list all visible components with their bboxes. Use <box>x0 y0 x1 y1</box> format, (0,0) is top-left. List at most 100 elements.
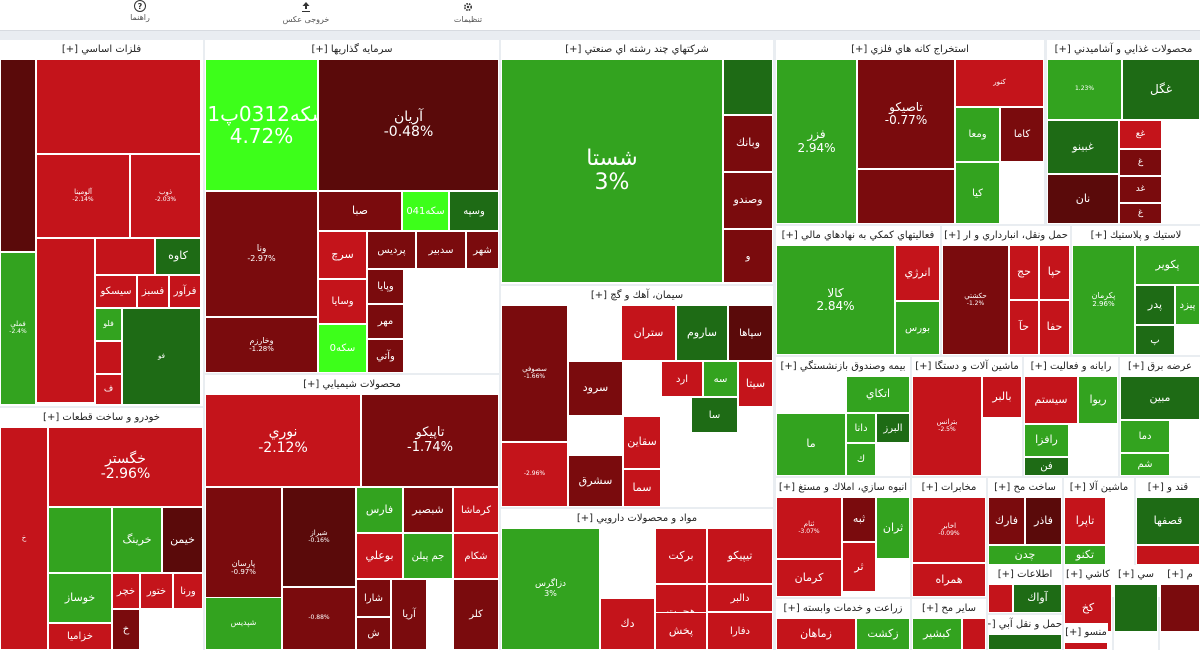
stock-tile[interactable]: خرينگ <box>112 507 162 573</box>
stock-tile[interactable]: غبينو <box>1047 120 1119 174</box>
stock-tile[interactable]: ثران <box>876 497 910 559</box>
stock-tile[interactable]: ف <box>95 374 122 405</box>
stock-tile[interactable]: سرود <box>568 361 623 416</box>
stock-tile[interactable]: دانا <box>846 413 876 443</box>
stock-tile[interactable]: فارك <box>988 497 1025 545</box>
stock-tile[interactable]: پدر <box>1135 285 1175 325</box>
stock-tile[interactable]: حكشتي -1.2% <box>942 245 1009 355</box>
stock-tile[interactable]: بالبر <box>982 376 1022 418</box>
stock-tile[interactable]: خيمن <box>162 507 203 573</box>
sector-title[interactable]: كاشي [+] <box>1064 565 1112 584</box>
stock-tile[interactable] <box>36 238 95 403</box>
stock-tile[interactable]: آواك <box>1013 584 1062 613</box>
sector-title[interactable]: ساخت مح [+] <box>988 478 1062 497</box>
stock-tile[interactable]: بترانس -2.5% <box>912 376 982 476</box>
stock-tile[interactable]: شهر <box>466 231 499 269</box>
sector-title[interactable]: محصولات شيميايي [+] <box>205 375 499 394</box>
stock-tile[interactable]: تكنو <box>1064 545 1106 565</box>
sector-title[interactable]: بيمه وصندوق بازنشستگي [+] <box>776 357 910 376</box>
stock-tile[interactable]: اخابر -0.09% <box>912 497 986 563</box>
stock-tile[interactable]: سرچ <box>318 231 367 279</box>
stock-tile[interactable]: حپا <box>1039 245 1070 300</box>
sector-title[interactable]: لاستيك و پلاستيك [+] <box>1072 226 1200 245</box>
sector-title[interactable]: ماشين آلات و دستگا [+] <box>912 357 1022 376</box>
stock-tile[interactable]: سدبير <box>416 231 466 269</box>
stock-tile[interactable]: فاذر <box>1025 497 1062 545</box>
stock-tile[interactable]: مبين <box>1120 376 1200 420</box>
sector-title[interactable]: زراعت و خدمات وابسته [+] <box>776 599 910 618</box>
stock-tile[interactable]: و <box>723 229 773 283</box>
stock-tile[interactable]: ساروم <box>676 305 728 361</box>
stock-tile[interactable]: شستا 3% <box>501 59 723 283</box>
stock-tile[interactable]: فارس <box>356 487 403 533</box>
stock-tile[interactable]: ما <box>776 413 846 476</box>
stock-tile[interactable]: غگل <box>1122 59 1200 120</box>
sector-title[interactable]: فعاليتهاي كمكي به نهادهاي مالي [+] <box>776 226 940 245</box>
stock-tile[interactable] <box>988 584 1013 613</box>
stock-tile[interactable]: سه <box>703 361 738 397</box>
stock-tile[interactable]: ختور <box>140 573 173 609</box>
stock-tile[interactable] <box>1114 584 1158 632</box>
stock-tile[interactable] <box>95 341 122 374</box>
stock-tile[interactable]: فو <box>122 308 201 405</box>
stock-tile[interactable]: نان <box>1047 174 1119 224</box>
stock-tile[interactable]: دك <box>600 598 655 650</box>
stock-tile[interactable]: فرآور <box>169 275 201 308</box>
stock-tile[interactable]: خچر <box>112 573 140 609</box>
stock-tile[interactable]: وسپه <box>449 191 499 231</box>
stock-tile[interactable]: سكه0312پ014.72% <box>205 59 318 191</box>
stock-tile[interactable]: فزر 2.94% <box>776 59 857 224</box>
stock-tile[interactable]: خ <box>0 427 48 650</box>
stock-tile[interactable]: حج <box>1009 245 1039 300</box>
stock-tile[interactable]: سصوفي -1.66% <box>501 305 568 442</box>
stock-tile[interactable]: خوساز <box>48 573 112 623</box>
stock-tile[interactable]: رافزا <box>1024 424 1069 457</box>
sector-title[interactable]: عرضه برق [+] <box>1120 357 1200 376</box>
sector-title[interactable]: حمل ونقل، انبارداري و ار [+] <box>942 226 1070 245</box>
settings-button[interactable]: تنظیمات <box>448 0 488 30</box>
stock-tile[interactable]: فلو <box>95 308 122 341</box>
stock-tile[interactable]: انرژي <box>895 245 940 301</box>
sector-title[interactable]: شركتهاي چند رشته اي صنعتي [+] <box>501 40 773 59</box>
stock-tile[interactable]: كرماشا <box>453 487 499 533</box>
stock-tile[interactable]: آريان -0.48% <box>318 59 499 191</box>
sector-title[interactable]: محصولات غذايي و آشاميدني [+] <box>1047 40 1200 59</box>
stock-tile[interactable]: کاوه <box>155 238 201 275</box>
stock-tile[interactable]: كرمان <box>776 559 842 597</box>
stock-tile[interactable]: سقاين <box>623 416 661 469</box>
stock-tile[interactable]: حفا <box>1039 300 1070 355</box>
stock-tile[interactable]: تاپيكو -1.74% <box>361 394 499 487</box>
stock-tile[interactable]: فن <box>1024 457 1069 476</box>
stock-tile[interactable] <box>1136 545 1200 565</box>
stock-tile[interactable]: غ <box>1119 149 1162 176</box>
stock-tile[interactable]: بوعلي <box>356 533 403 579</box>
stock-tile[interactable]: بورس <box>895 301 940 355</box>
stock-tile[interactable]: 1.23% <box>1047 59 1122 120</box>
export-image-button[interactable]: خروجی عکس <box>278 0 334 30</box>
stock-tile[interactable]: مهر <box>367 304 404 339</box>
stock-tile[interactable]: كبشير <box>912 618 962 650</box>
stock-tile[interactable] <box>1064 642 1108 650</box>
stock-tile[interactable]: خگستر -2.96% <box>48 427 203 507</box>
stock-tile[interactable]: دما <box>1120 420 1170 453</box>
stock-tile[interactable]: ش <box>356 617 391 650</box>
stock-tile[interactable]: ثنام -3.07% <box>776 497 842 559</box>
stock-tile[interactable]: پرديس <box>367 231 416 269</box>
stock-tile[interactable]: فسبز <box>137 275 169 308</box>
stock-tile[interactable] <box>48 507 112 573</box>
stock-tile[interactable]: پخش <box>655 612 707 650</box>
stock-tile[interactable]: كالا 2.84% <box>776 245 895 355</box>
stock-tile[interactable] <box>962 618 986 650</box>
stock-tile[interactable]: غع <box>1119 120 1162 149</box>
stock-tile[interactable]: سكه041 <box>402 191 449 231</box>
stock-tile[interactable]: دزاگرس 3% <box>501 528 600 650</box>
stock-tile[interactable]: ثر <box>842 542 876 592</box>
stock-tile[interactable] <box>723 59 773 115</box>
stock-tile[interactable]: بركت <box>655 528 707 584</box>
stock-tile[interactable]: صبا <box>318 191 402 231</box>
help-button[interactable]: ? راهنما <box>120 0 160 30</box>
sector-title[interactable]: انبوه سازي، املاك و مستغ [+] <box>776 478 910 497</box>
stock-tile[interactable]: پكرمان 2.96% <box>1072 245 1135 355</box>
stock-tile[interactable]: خزاميا <box>48 623 112 650</box>
stock-tile[interactable]: تاصيكو -0.77% <box>857 59 955 169</box>
